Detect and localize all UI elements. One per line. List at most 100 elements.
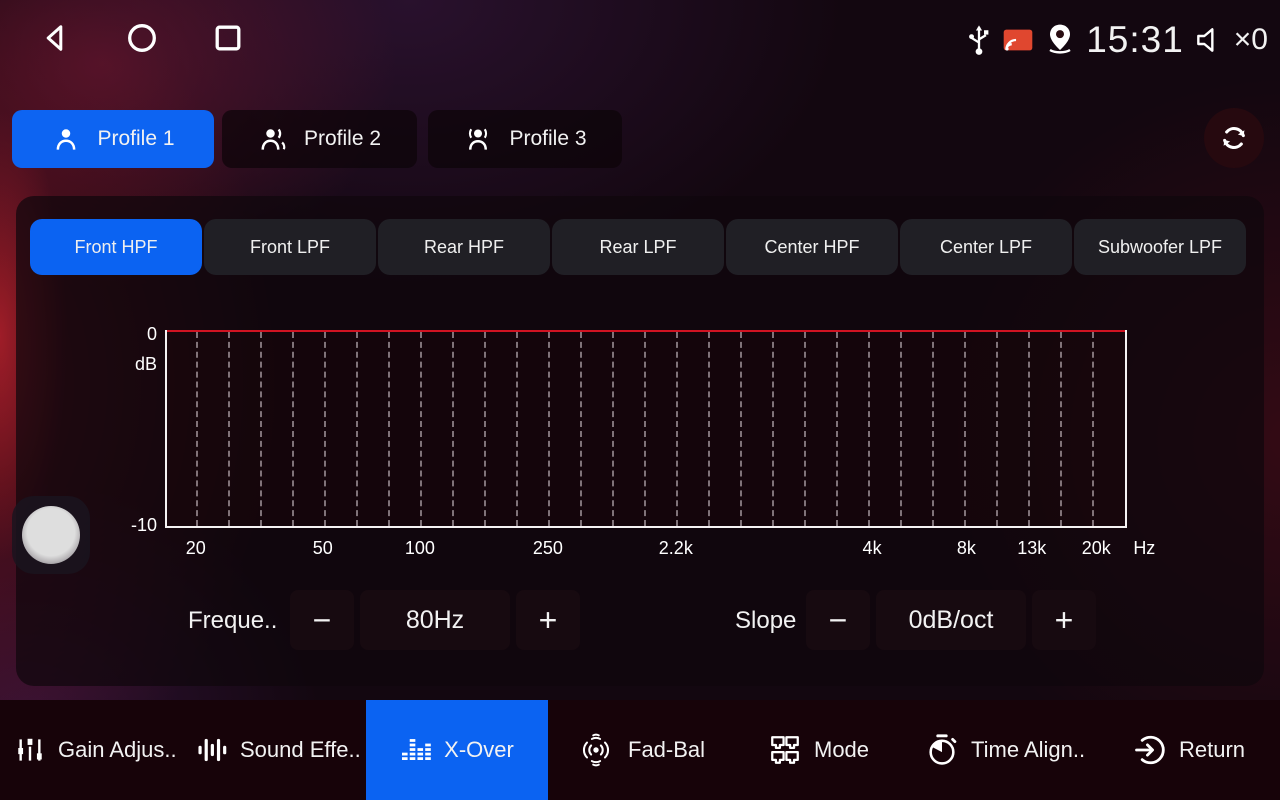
nav-mode[interactable]: Mode [768, 700, 869, 800]
nav-fad-bal[interactable]: Fad-Bal [576, 700, 705, 800]
gridline [515, 332, 518, 526]
slope-label: Slope [735, 607, 797, 634]
tab-front-lpf[interactable]: Front LPF [204, 219, 376, 275]
gridline [675, 332, 678, 526]
gridline [995, 332, 998, 526]
frequency-response-chart: 0 dB -10 [131, 324, 1127, 535]
frequency-label: Freque.. [188, 607, 278, 634]
gridline [1091, 332, 1094, 526]
gridline [451, 332, 454, 526]
tab-center-hpf[interactable]: Center HPF [726, 219, 898, 275]
xover-panel: Front HPF Front LPF Rear HPF Rear LPF Ce… [16, 196, 1264, 686]
gridline [579, 332, 582, 526]
nav-xover[interactable]: X-Over [366, 700, 548, 800]
mode-grid-icon [771, 736, 799, 764]
filter-tab-row: Front HPF Front LPF Rear HPF Rear LPF Ce… [30, 219, 1246, 275]
clock: 15:31 [1086, 19, 1184, 60]
gridline [419, 332, 422, 526]
equalizer-icon [402, 739, 431, 760]
profile-2-button[interactable]: Profile 2 [222, 110, 417, 168]
xtick-label: 100 [404, 538, 435, 558]
slope-value: 0dB/oct [876, 590, 1026, 650]
sound-effect-icon [198, 738, 227, 762]
user-broadcast-icon [469, 128, 488, 150]
gridline [483, 332, 486, 526]
user-voice-icon [261, 128, 286, 150]
refresh-button[interactable] [1204, 108, 1264, 168]
gridline [547, 332, 550, 526]
floating-assistive-button[interactable] [12, 496, 90, 574]
xtick-label: 20k [1081, 538, 1111, 558]
nav-gain-adjust[interactable]: Gain Adjus.. [14, 700, 177, 800]
usb-icon [969, 25, 989, 55]
xtick-label: 250 [532, 538, 563, 558]
nav-return[interactable]: Return [1133, 700, 1245, 800]
gridline [707, 332, 710, 526]
location-icon [1049, 24, 1071, 54]
return-arrow-icon [1135, 735, 1165, 765]
tab-front-hpf[interactable]: Front HPF [30, 219, 202, 275]
nav-sound-effect[interactable]: Sound Effe.. [196, 700, 361, 800]
recents-icon[interactable] [210, 20, 246, 56]
android-nav-bar [38, 20, 246, 56]
xtick-label: 50 [312, 538, 333, 558]
slope-plus-button[interactable]: + [1032, 590, 1096, 650]
frequency-value: 80Hz [360, 590, 510, 650]
gridline [643, 332, 646, 526]
nav-mode-label: Mode [814, 737, 870, 762]
xtick-label: 2.2k [658, 538, 693, 558]
gain-sliders-icon [18, 738, 42, 761]
y-axis-unit: dB [134, 354, 157, 374]
gridline [835, 332, 838, 526]
frequency-plus-button[interactable]: + [516, 590, 580, 650]
xtick-label: 4k [862, 538, 882, 558]
profile-1-button[interactable]: Profile 1 [12, 110, 214, 168]
cast-icon [1003, 29, 1033, 51]
volume-muted-icon [1196, 28, 1214, 52]
gridline [323, 332, 326, 526]
gridline [739, 332, 742, 526]
home-icon[interactable] [124, 20, 160, 56]
refresh-icon [1223, 127, 1245, 149]
back-icon[interactable] [38, 20, 74, 56]
slope-minus-button[interactable]: − [806, 590, 870, 650]
gridline [227, 332, 230, 526]
xtick-label: 8k [956, 538, 976, 558]
user-icon [57, 129, 76, 150]
fader-balance-icon [582, 733, 610, 767]
gridline [867, 332, 870, 526]
nav-gain-label: Gain Adjus.. [58, 737, 177, 762]
gridline [963, 332, 966, 526]
gridline [195, 332, 198, 526]
gridline [291, 332, 294, 526]
nav-time-align[interactable]: Time Align.. [925, 700, 1085, 800]
profile-3-button[interactable]: Profile 3 [428, 110, 622, 168]
tab-center-lpf[interactable]: Center LPF [900, 219, 1072, 275]
gridline [931, 332, 934, 526]
gridline [387, 332, 390, 526]
tab-rear-hpf[interactable]: Rear HPF [378, 219, 550, 275]
gridline [1059, 332, 1062, 526]
tab-rear-lpf[interactable]: Rear LPF [552, 219, 724, 275]
tab-subwoofer-lpf[interactable]: Subwoofer LPF [1074, 219, 1246, 275]
gridline [1027, 332, 1030, 526]
xtick-label: 20 [185, 538, 206, 558]
nav-xover-label: X-Over [444, 737, 514, 762]
profile-2-label: Profile 2 [303, 127, 382, 150]
nav-time-label: Time Align.. [971, 737, 1086, 762]
profile-3-label: Profile 3 [509, 127, 587, 150]
gridline [899, 332, 902, 526]
xtick-label: 13k [1017, 538, 1047, 558]
gridline [355, 332, 358, 526]
assistive-ball-icon [22, 506, 80, 564]
gridline [771, 332, 774, 526]
nav-fadbal-label: Fad-Bal [628, 737, 706, 762]
gridline [611, 332, 614, 526]
nav-sound-label: Sound Effe.. [240, 737, 361, 762]
gridline [803, 332, 806, 526]
xtick-label: Hz [1133, 538, 1156, 558]
bottom-nav-bar: Gain Adjus.. Sound Effe.. X-Over [0, 700, 1280, 800]
profile-1-label: Profile 1 [97, 127, 175, 150]
ytick-minus10: -10 [130, 515, 157, 535]
frequency-minus-button[interactable]: − [290, 590, 354, 650]
